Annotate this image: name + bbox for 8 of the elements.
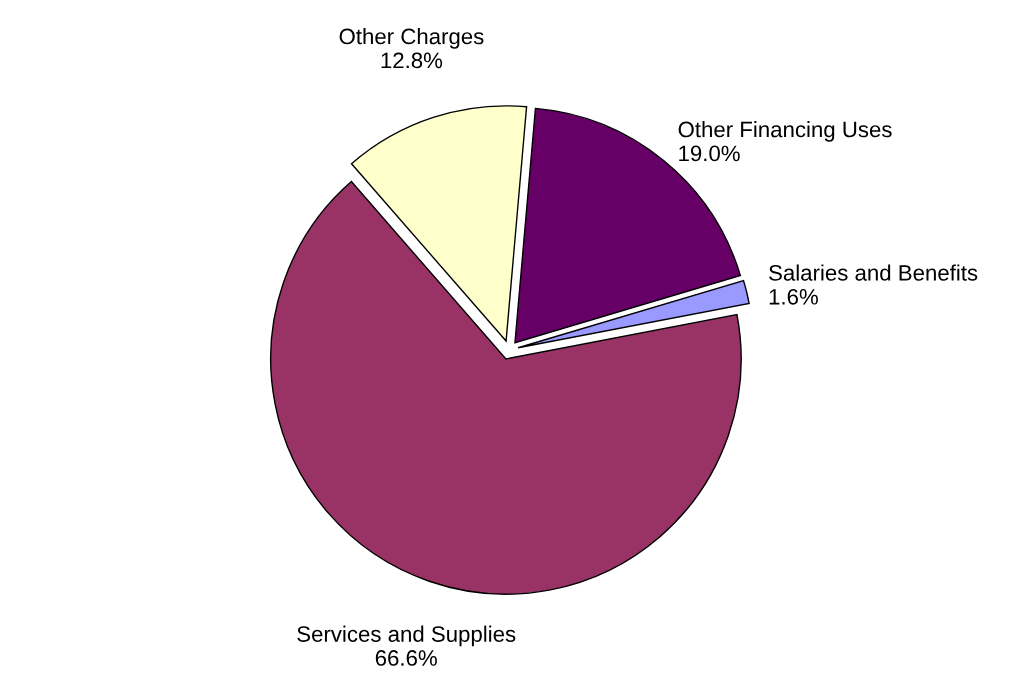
data-label: 66.6%	[375, 650, 437, 666]
data-label: 12.8%	[381, 52, 443, 69]
slice-label: Other Financing Uses	[678, 121, 892, 142]
slice-label: Salaries and Benefits	[769, 264, 978, 281]
data-label: 1.6%	[769, 288, 818, 305]
data-label: 19.0%	[679, 145, 740, 162]
slice-label: Other Charges	[339, 28, 484, 49]
slice-label: Services and Supplies	[297, 625, 516, 647]
